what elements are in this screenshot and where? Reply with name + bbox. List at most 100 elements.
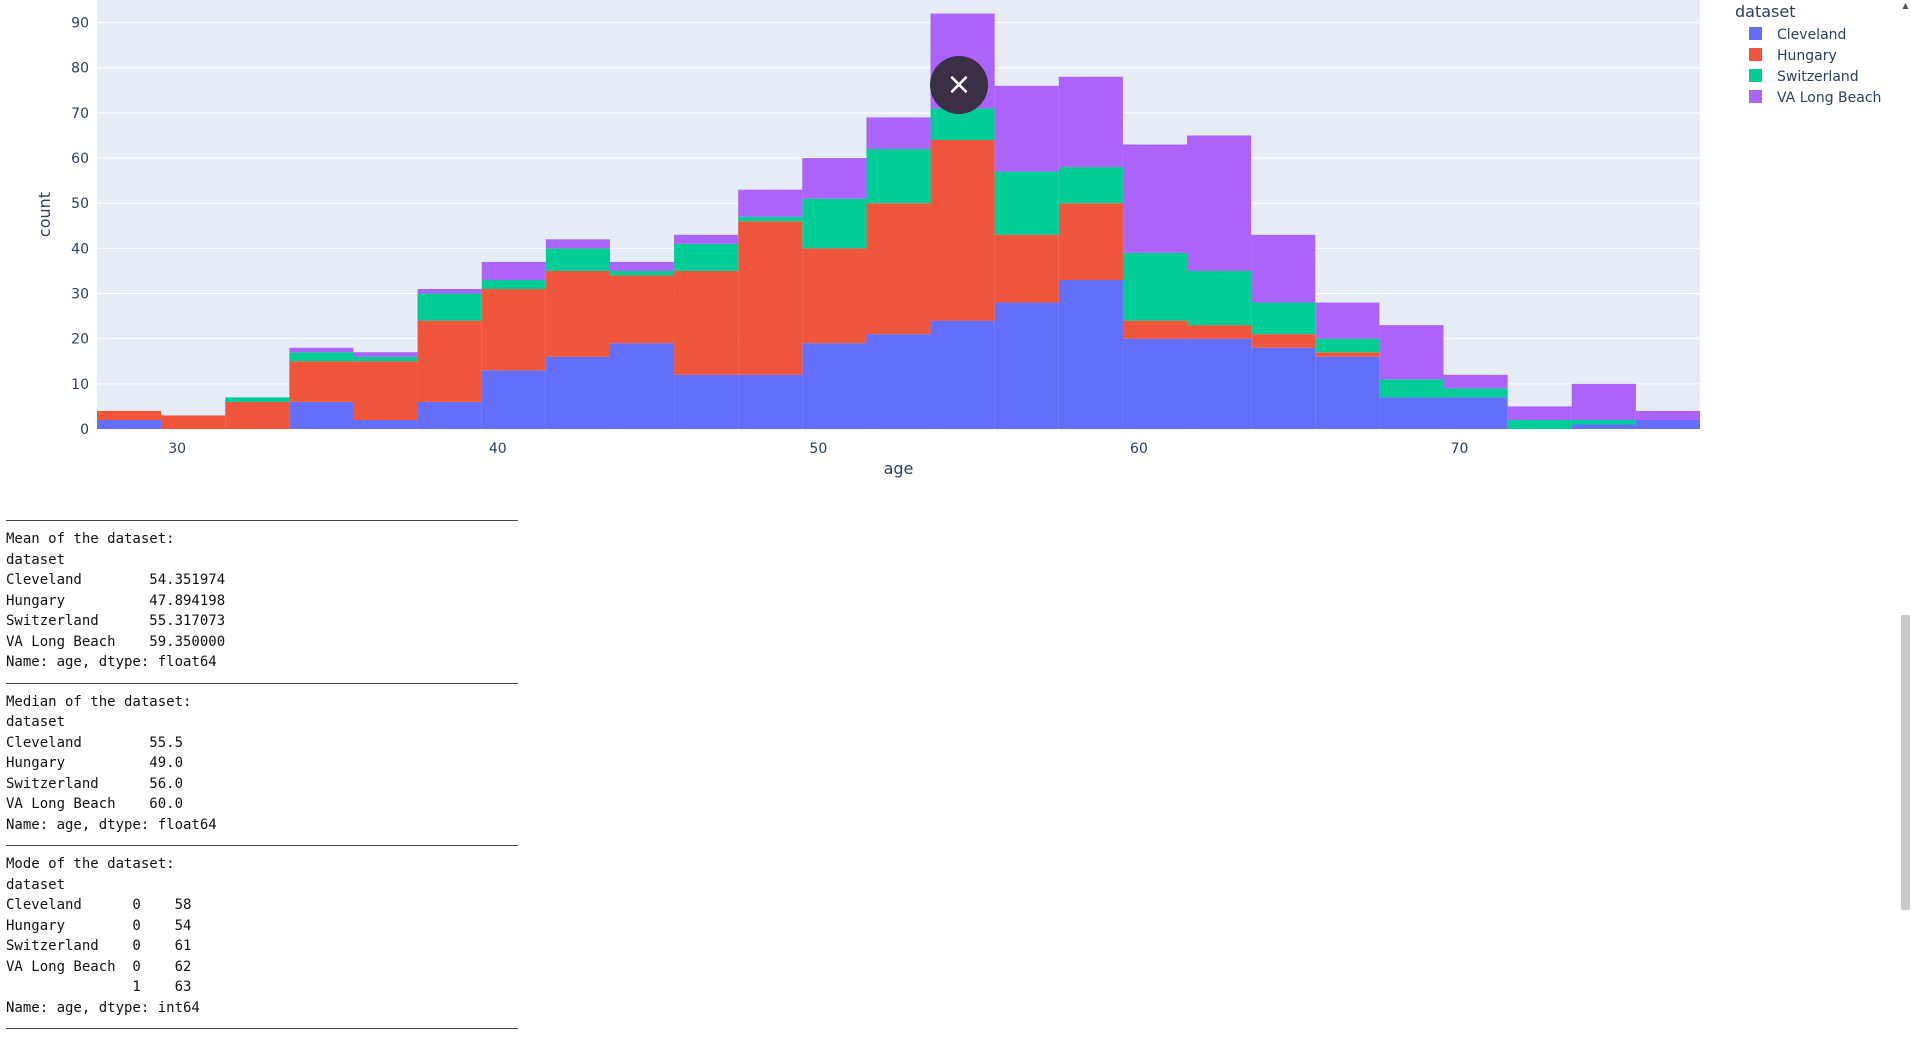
bar-va-long-beach xyxy=(1251,234,1316,303)
bar-cleveland xyxy=(417,401,482,429)
bar-va-long-beach xyxy=(738,189,803,217)
y-tick-label: 30 xyxy=(71,287,89,303)
output-line: Hungary 49.0 xyxy=(6,755,184,771)
bar-switzerland xyxy=(1571,419,1636,425)
bar-cleveland xyxy=(802,343,867,429)
bar-cleveland xyxy=(738,374,803,429)
output-line: Cleveland 55.5 xyxy=(6,734,184,751)
bar-cleveland xyxy=(1251,347,1316,429)
text-output: Mean of the dataset: dataset Cleveland 54.… xyxy=(6,520,526,1029)
legend-item-label: VA Long Beach xyxy=(1777,90,1881,106)
bar-hungary xyxy=(1251,334,1316,348)
bar-switzerland xyxy=(674,243,739,271)
output-line: Mean of the dataset: xyxy=(6,531,175,547)
bar-va-long-beach xyxy=(289,347,354,353)
bar-hungary xyxy=(1122,320,1188,339)
bar-cleveland xyxy=(481,370,546,429)
bar-va-long-beach xyxy=(545,239,610,249)
separator-line xyxy=(6,682,518,684)
separator-line xyxy=(6,520,518,521)
y-tick-label: 70 xyxy=(71,106,89,122)
bar-va-long-beach xyxy=(609,261,675,271)
bar-cleveland xyxy=(97,419,162,429)
bar-cleveland xyxy=(1315,356,1380,429)
bar-va-long-beach xyxy=(417,289,482,294)
bar-hungary xyxy=(1187,325,1252,339)
bar-switzerland xyxy=(1058,167,1123,204)
bar-va-long-beach xyxy=(1122,144,1188,253)
bar-cleveland xyxy=(930,320,995,429)
output-block: Mean of the dataset: dataset Cleveland 54.… xyxy=(6,521,526,683)
page-scrollbar[interactable]: ▲ xyxy=(1900,0,1911,1050)
bar-hungary xyxy=(674,270,739,375)
y-tick-label: 40 xyxy=(71,241,89,257)
histogram-chart: 0 10 20 30 40 50 60 70 80 90 30 40 50 60 70 age count dat… xyxy=(35,0,1881,478)
bar-va-long-beach xyxy=(1571,383,1636,420)
bar-va-long-beach xyxy=(674,234,739,244)
y-tick-label: 0 xyxy=(80,422,89,438)
bar-va-long-beach xyxy=(481,261,546,280)
x-tick-label: 40 xyxy=(489,441,507,457)
output-line: Name: age, dtype: int64 xyxy=(6,999,200,1016)
output-line: Name: age, dtype: float64 xyxy=(6,816,217,833)
output-line: VA Long Beach 60.0 xyxy=(6,796,184,812)
bar-switzerland xyxy=(417,293,482,321)
bar-switzerland xyxy=(1122,252,1188,321)
output-line: Name: age, dtype: float64 xyxy=(6,654,217,670)
legend-item-label: Cleveland xyxy=(1777,27,1846,43)
y-tick-label: 50 xyxy=(71,196,89,212)
bar-hungary xyxy=(289,361,354,402)
y-tick-label: 80 xyxy=(71,61,89,77)
bar-hungary xyxy=(545,270,610,357)
bar-va-long-beach xyxy=(994,85,1059,172)
bar-switzerland xyxy=(1251,302,1316,335)
x-tick-label: 60 xyxy=(1130,441,1148,457)
bar-hungary xyxy=(417,320,482,402)
bar-hungary xyxy=(1315,352,1380,357)
bar-hungary xyxy=(609,275,675,344)
bar-switzerland xyxy=(738,216,803,222)
output-line: 1 63 xyxy=(6,979,192,995)
legend-swatch xyxy=(1749,90,1762,103)
bar-cleveland xyxy=(1058,279,1123,429)
bar-switzerland xyxy=(1507,419,1572,429)
bar-va-long-beach xyxy=(866,117,931,150)
y-tick-label: 10 xyxy=(71,377,89,393)
legend-swatch xyxy=(1749,27,1762,40)
output-line: Mode of the dataset: xyxy=(6,856,175,872)
bar-switzerland xyxy=(1315,338,1380,353)
bar-cleveland xyxy=(545,356,610,429)
bar-switzerland xyxy=(1187,270,1252,326)
bar-cleveland xyxy=(1443,397,1508,429)
bar-hungary xyxy=(97,410,162,420)
bar-cleveland xyxy=(1571,424,1636,429)
bar-switzerland xyxy=(609,270,675,276)
output-line: Switzerland 55.317073 xyxy=(6,613,226,629)
output-line: Switzerland 56.0 xyxy=(6,775,184,792)
separator-line xyxy=(6,845,518,846)
bar-switzerland xyxy=(1443,388,1508,398)
bar-hungary xyxy=(481,289,546,371)
x-tick-label: 50 xyxy=(809,441,827,457)
x-tick-label: 70 xyxy=(1451,441,1469,457)
bar-hungary xyxy=(225,401,290,429)
x-axis-title: age xyxy=(884,459,914,478)
bar-cleveland xyxy=(289,401,354,429)
output-line: Hungary 0 54 xyxy=(6,917,192,934)
scrollbar-thumb[interactable] xyxy=(1901,615,1910,910)
output-line: dataset xyxy=(6,551,66,568)
bar-switzerland xyxy=(802,198,867,249)
bar-switzerland xyxy=(1379,379,1444,398)
separator-line xyxy=(6,1028,518,1029)
bar-hungary xyxy=(994,234,1059,303)
output-block: Median of the dataset: dataset Cleveland 5… xyxy=(6,684,526,846)
bar-cleveland xyxy=(994,302,1059,429)
bar-switzerland xyxy=(289,352,354,362)
legend-item-label: Switzerland xyxy=(1777,69,1859,85)
bar-va-long-beach xyxy=(802,158,867,199)
output-line: Cleveland 54.351974 xyxy=(6,572,226,588)
y-tick-label: 90 xyxy=(71,16,89,32)
close-button[interactable]: × xyxy=(930,56,988,114)
scroll-up-arrow-icon[interactable]: ▲ xyxy=(1902,1,1909,10)
bar-switzerland xyxy=(994,171,1059,235)
